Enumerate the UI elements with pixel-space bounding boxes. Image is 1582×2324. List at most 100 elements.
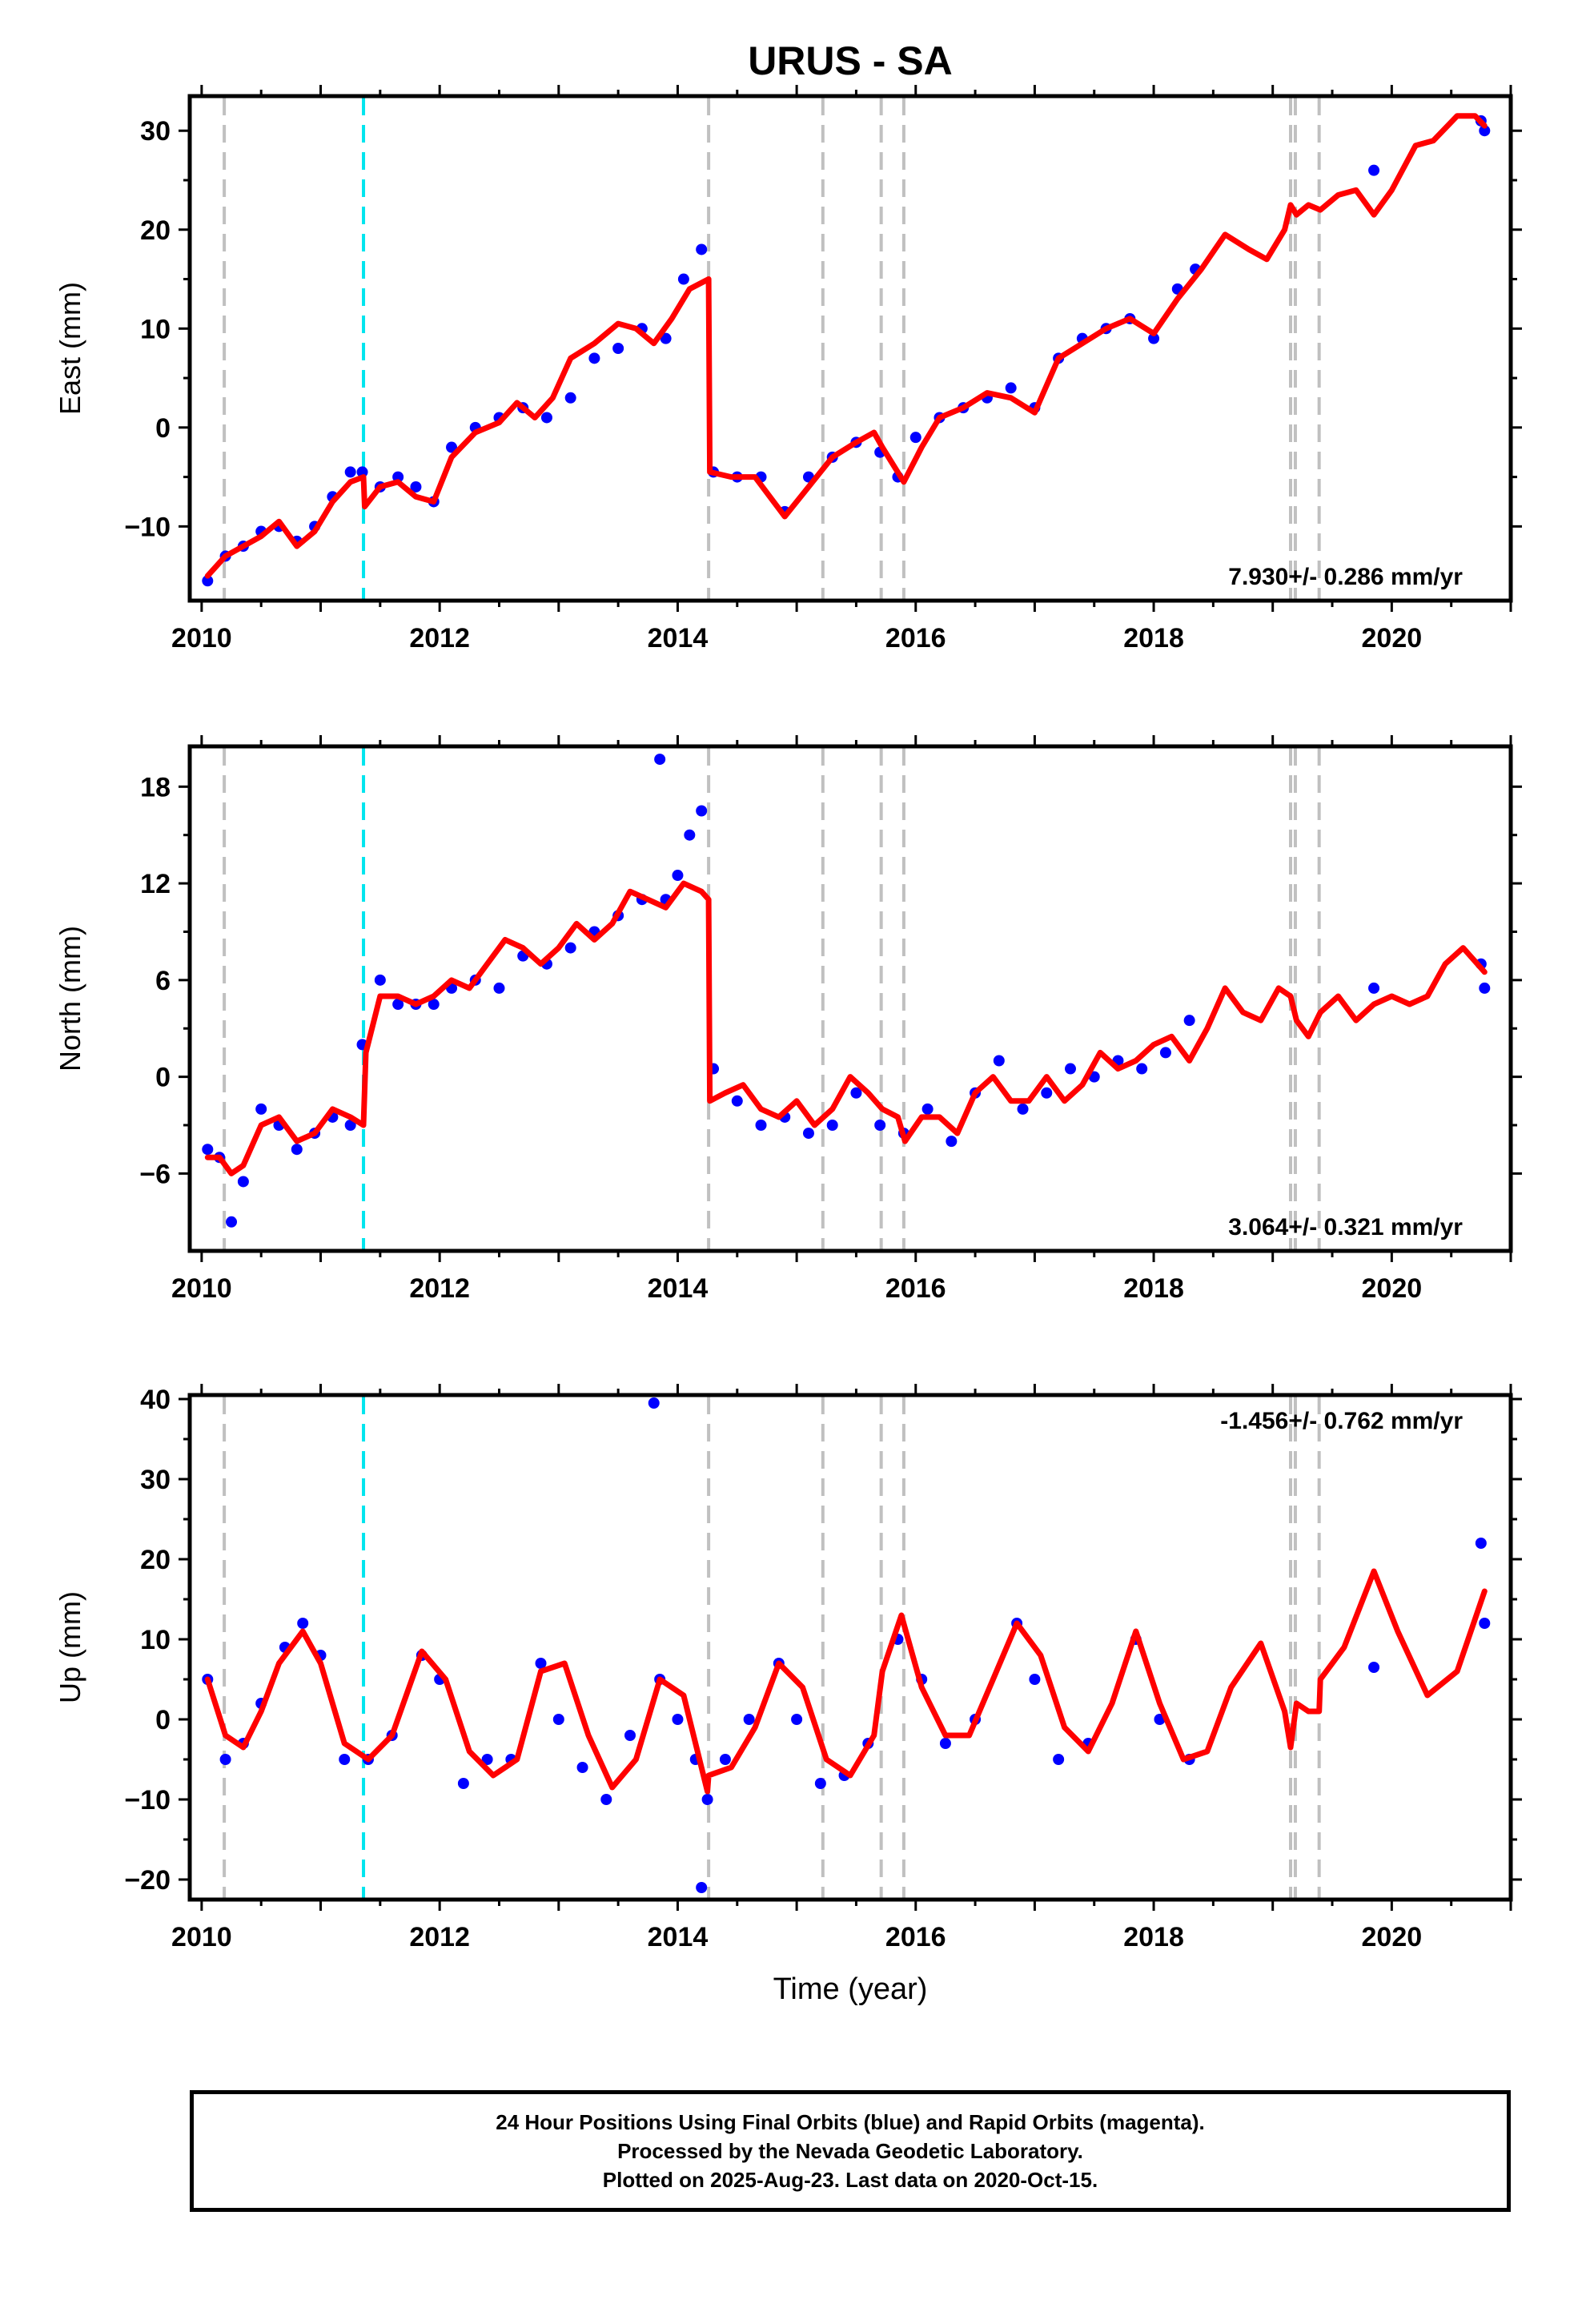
data-point <box>1479 1618 1491 1629</box>
data-point <box>1029 1674 1041 1685</box>
y-axis-label: North (mm) <box>54 926 86 1072</box>
data-point <box>660 332 672 344</box>
data-point <box>946 1136 958 1148</box>
x-tick-label: 2014 <box>648 1922 709 1952</box>
x-tick-label: 2020 <box>1362 1922 1423 1952</box>
panel-frame <box>187 744 1513 1253</box>
data-point <box>588 352 600 364</box>
y-tick-label: −6 <box>139 1159 171 1189</box>
rate-annotation: 7.930+/- 0.286 mm/yr <box>1228 564 1463 590</box>
footer-caption-box: 24 Hour Positions Using Final Orbits (bl… <box>190 2090 1511 2212</box>
model-fit-line <box>204 1568 1488 1795</box>
data-point <box>719 1754 731 1765</box>
data-point <box>392 471 404 483</box>
data-point <box>874 1120 886 1132</box>
data-point <box>701 1794 713 1805</box>
y-axis-label: East (mm) <box>54 282 86 415</box>
y-tick-label: 30 <box>140 116 171 147</box>
data-point <box>755 1120 767 1132</box>
data-point <box>226 1216 238 1228</box>
data-point <box>1479 982 1491 994</box>
data-point <box>850 1087 862 1099</box>
x-tick-label: 2012 <box>409 1273 470 1304</box>
data-point <box>791 1714 803 1725</box>
y-tick-label: 0 <box>155 413 171 444</box>
data-point <box>1368 164 1380 176</box>
plot-area <box>202 754 1491 1228</box>
model-fit-line <box>204 880 1488 1176</box>
data-point <box>255 1103 267 1115</box>
data-point <box>344 1120 356 1132</box>
y-tick-label: 20 <box>140 215 171 246</box>
panel-frame <box>187 94 1513 603</box>
data-point <box>202 1144 214 1156</box>
x-tick-label: 2018 <box>1123 623 1184 653</box>
data-point <box>939 1738 951 1749</box>
y-tick-label: 18 <box>140 772 171 802</box>
panel-east: 2010 2012 2014 2016 2018 2020 −10 0 10 20 30 East (… <box>54 85 1522 653</box>
data-point <box>1065 1063 1076 1075</box>
data-point <box>493 982 505 994</box>
panels-group: 2010 2012 2014 2016 2018 2020 −10 0 10 20 30 East (… <box>54 85 1522 2006</box>
data-point <box>696 1882 708 1893</box>
data-point <box>552 1714 564 1725</box>
data-point <box>540 412 552 424</box>
panel-frame <box>187 1393 1513 1902</box>
rate-annotation: 3.064+/- 0.321 mm/yr <box>1228 1214 1463 1240</box>
data-point <box>202 575 214 587</box>
y-tick-label: 0 <box>155 1063 171 1093</box>
x-tick-label: 2014 <box>648 1273 709 1304</box>
y-tick-label: −20 <box>124 1865 171 1896</box>
data-point <box>428 999 440 1011</box>
x-tick-label: 2010 <box>171 1273 232 1304</box>
footer-line-2: Processed by the Nevada Geodetic Laborat… <box>617 2139 1083 2163</box>
data-point <box>481 1754 493 1765</box>
x-tick-label: 2012 <box>409 623 470 653</box>
plot-area <box>202 113 1491 587</box>
model-fit-line <box>204 113 1488 579</box>
y-tick-label: 12 <box>140 869 171 899</box>
data-point <box>814 1778 826 1789</box>
y-tick-label: 10 <box>140 1625 171 1655</box>
footer-line-3: Plotted on 2025-Aug-23. Last data on 202… <box>602 2168 1098 2192</box>
data-point <box>446 441 458 453</box>
x-tick-label: 2016 <box>885 1273 946 1304</box>
data-point <box>826 1120 838 1132</box>
data-point <box>909 432 921 444</box>
data-point <box>392 999 404 1011</box>
data-point <box>654 754 666 766</box>
data-point <box>1017 1103 1029 1115</box>
data-point <box>374 974 386 986</box>
data-point <box>743 1714 755 1725</box>
data-point <box>600 1794 612 1805</box>
x-tick-label: 2020 <box>1362 1273 1423 1304</box>
panel-north: 2010 2012 2014 2016 2018 2020 −6 0 6 12 18 North (m… <box>54 735 1522 1304</box>
x-tick-label: 2016 <box>885 1922 946 1952</box>
figure-title: URUS - SA <box>748 38 953 83</box>
rate-annotation: -1.456+/- 0.762 mm/yr <box>1220 1408 1463 1434</box>
x-tick-label: 2010 <box>171 1922 232 1952</box>
data-point <box>993 1055 1005 1067</box>
data-point <box>457 1778 469 1789</box>
panel-up: 2010 2012 2014 2016 2018 2020 −20 −10 0 10 20 30 40 U… <box>54 1384 1522 2006</box>
data-point <box>1148 332 1160 344</box>
data-point <box>564 942 576 954</box>
data-point <box>564 392 576 404</box>
data-point <box>297 1618 309 1629</box>
y-tick-label: −10 <box>124 1785 171 1815</box>
y-tick-label: 10 <box>140 314 171 344</box>
data-point <box>624 1730 636 1741</box>
data-point <box>1136 1063 1148 1075</box>
y-tick-label: 40 <box>140 1385 171 1415</box>
data-point <box>219 1754 231 1765</box>
data-point <box>612 343 624 354</box>
data-point <box>410 480 422 493</box>
data-point <box>1183 1015 1195 1027</box>
x-tick-label: 2014 <box>648 623 709 653</box>
data-point <box>731 1095 743 1107</box>
data-point <box>291 1144 303 1156</box>
data-point <box>1053 1754 1065 1765</box>
footer-line-1: 24 Hour Positions Using Final Orbits (bl… <box>496 2110 1205 2134</box>
y-axis-label: Up (mm) <box>54 1591 86 1703</box>
